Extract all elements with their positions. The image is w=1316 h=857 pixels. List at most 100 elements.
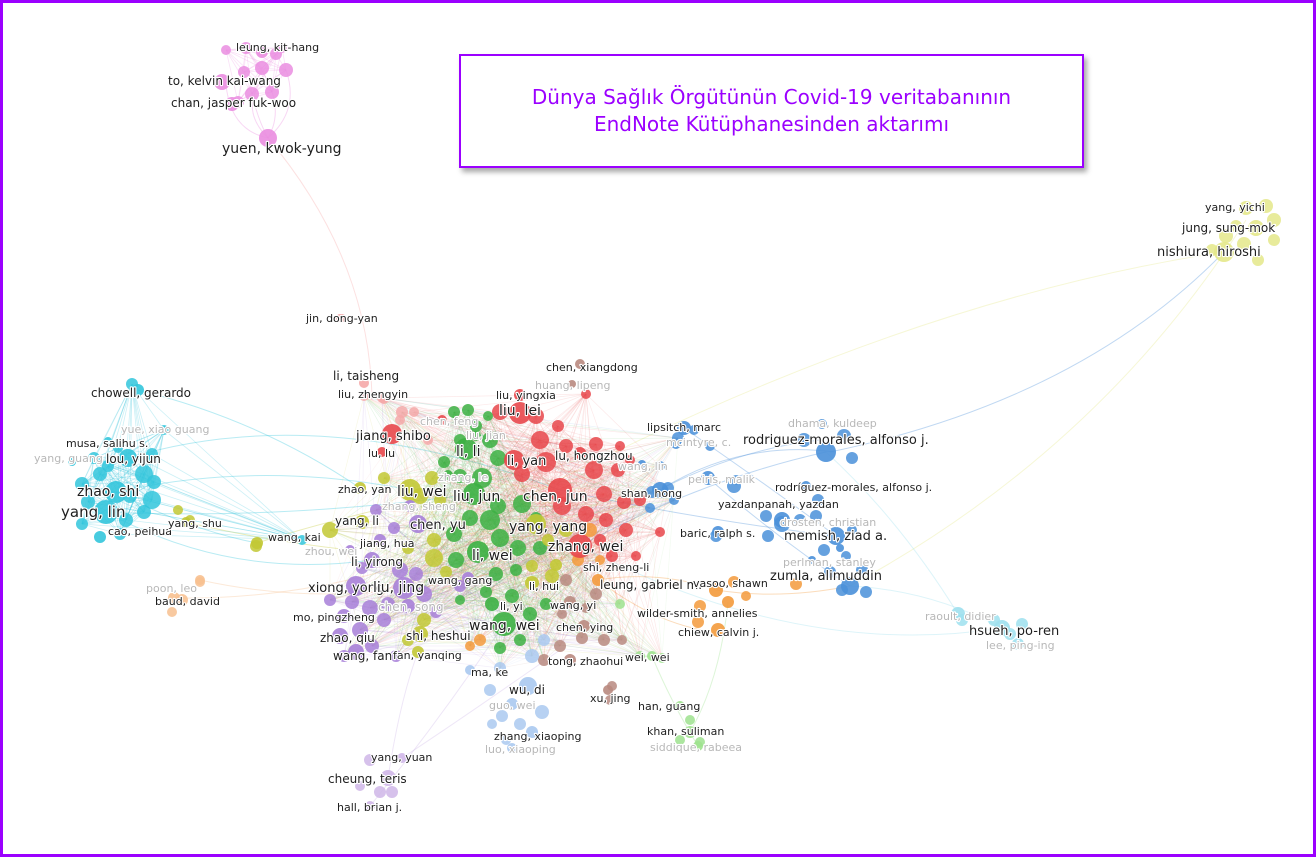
network-edge <box>395 539 601 657</box>
network-edge <box>481 477 531 615</box>
network-edge <box>495 573 545 641</box>
network-node <box>598 634 610 646</box>
network-node <box>113 443 123 453</box>
author-node <box>467 541 489 563</box>
network-edge <box>329 599 531 615</box>
author-node <box>259 129 277 147</box>
author-node <box>455 438 477 460</box>
network-node <box>689 425 699 435</box>
network-labels: leung, kit-hang to, kelvin kai-wang chan, … <box>33 40 1276 815</box>
network-edge <box>433 475 461 541</box>
author-label: rodriguez-morales, alfonso j. <box>743 433 929 448</box>
network-node <box>396 406 408 418</box>
network-edge <box>383 513 587 621</box>
network-node <box>355 781 365 791</box>
author-label: zumla, alimuddin <box>770 569 882 584</box>
network-edge <box>469 645 501 669</box>
network-edge <box>439 439 491 501</box>
network-node <box>417 613 431 627</box>
network-edge <box>359 519 607 631</box>
author-node <box>638 460 646 468</box>
network-edge <box>561 499 675 615</box>
network-edge <box>393 519 607 529</box>
network-edge <box>499 411 627 531</box>
author-node <box>195 575 205 585</box>
network-edge <box>361 519 491 569</box>
network-node <box>402 634 414 646</box>
network-edge <box>351 601 623 641</box>
author-node <box>337 609 351 623</box>
network-edge <box>419 495 545 661</box>
network-node <box>581 389 591 399</box>
network-node <box>513 495 531 513</box>
network-edge <box>579 545 1003 636</box>
network-edge <box>369 565 533 609</box>
author-label: wang, gang <box>428 574 492 587</box>
author-node <box>471 431 481 441</box>
network-node <box>147 475 161 489</box>
network-edge <box>381 397 641 501</box>
author-label: baric, ralph s. <box>680 527 755 540</box>
network-node <box>359 391 369 401</box>
author-label: yang, shu <box>168 517 222 530</box>
network-edge <box>407 593 425 641</box>
network-edge <box>363 395 537 519</box>
network-edge <box>395 575 553 657</box>
network-edge <box>393 443 597 529</box>
network-edge <box>561 531 661 615</box>
network-edge <box>395 655 501 669</box>
author-node <box>393 577 415 599</box>
network-node <box>409 567 423 581</box>
network-edge <box>395 465 661 657</box>
author-label: khan, suliman <box>647 725 724 738</box>
network-edge <box>381 397 613 557</box>
network-edge <box>125 481 155 521</box>
network-edge <box>351 477 483 603</box>
network-node <box>238 66 250 78</box>
author-node <box>354 482 366 494</box>
network-node <box>489 567 503 581</box>
author-node <box>119 449 137 467</box>
network-node <box>484 684 496 696</box>
network-edge <box>459 517 537 601</box>
network-node <box>245 87 259 101</box>
network-edge <box>559 639 623 647</box>
network-edge <box>489 519 549 541</box>
author-node <box>1248 220 1264 236</box>
network-edge <box>329 425 477 601</box>
network-edge <box>459 475 623 641</box>
network-edge <box>597 576 717 591</box>
author-node <box>251 537 263 549</box>
network-edge <box>81 457 95 525</box>
network-edge <box>107 465 153 501</box>
network-edge <box>559 507 651 647</box>
network-edge <box>395 579 567 657</box>
network-node <box>381 597 395 611</box>
author-node <box>1214 242 1234 262</box>
network-node <box>619 523 633 537</box>
network-node <box>578 506 594 522</box>
network-edge <box>639 531 661 657</box>
network-edge <box>599 437 679 541</box>
network-edge <box>423 439 461 595</box>
network-node <box>557 609 567 619</box>
network-edge <box>543 575 553 661</box>
network-edge <box>603 493 663 659</box>
author-label: tong, zhaohui <box>548 655 623 668</box>
network-edge <box>459 599 547 605</box>
network-edge <box>565 469 595 531</box>
network-edge <box>577 559 587 609</box>
network-node <box>538 634 550 646</box>
network-edge <box>361 487 669 569</box>
author-label: liu, zhengyin <box>338 388 408 401</box>
author-label: lu, lu <box>368 447 395 460</box>
author-label: li, taisheng <box>333 369 399 383</box>
author-node <box>397 753 407 763</box>
network-node <box>378 472 390 484</box>
network-node <box>505 589 519 603</box>
author-node <box>808 556 816 564</box>
network-edge <box>545 603 583 639</box>
author-label: yazdanpanah, yazdan <box>718 498 839 511</box>
network-edge <box>117 447 303 541</box>
network-edge <box>499 507 651 539</box>
